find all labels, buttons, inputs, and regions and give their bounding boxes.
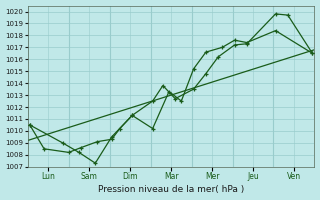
X-axis label: Pression niveau de la mer( hPa ): Pression niveau de la mer( hPa ) [98,185,244,194]
